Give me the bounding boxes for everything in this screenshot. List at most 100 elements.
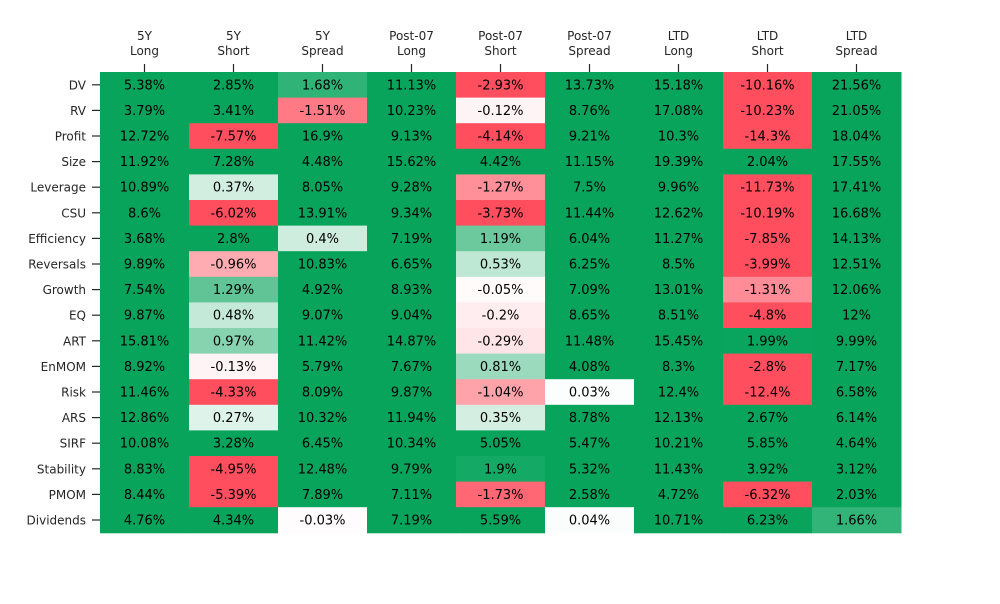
heatmap-cell [456, 251, 546, 278]
row-label: Leverage [30, 181, 86, 195]
heatmap-cell [723, 404, 813, 431]
cell-value-label: 10.89% [120, 181, 170, 196]
row-label: ARS [62, 411, 86, 425]
heatmap-cell [723, 430, 813, 457]
column-label: LTD [757, 29, 779, 43]
column-label: Spread [301, 44, 343, 58]
heatmap-cell [634, 353, 724, 380]
column-label: Long [664, 44, 693, 58]
heatmap-cell [545, 481, 635, 508]
cell-value-label: 10.21% [654, 437, 704, 452]
cell-value-label: 7.17% [836, 360, 877, 375]
cell-value-label: 9.04% [391, 309, 432, 324]
heatmap-cell [812, 276, 902, 303]
cell-value-label: 4.76% [124, 514, 165, 529]
heatmap-cell [812, 328, 902, 355]
cell-value-label: 5.59% [480, 514, 521, 529]
heatmap-cell [812, 302, 902, 329]
heatmap-cell [812, 97, 902, 124]
cell-value-label: 6.65% [391, 258, 432, 273]
row-label: Efficiency [28, 232, 86, 246]
heatmap-cell [812, 404, 902, 431]
heatmap-cell [545, 328, 635, 355]
cell-value-label: 2.04% [747, 155, 788, 170]
heatmap-cell [723, 251, 813, 278]
row-label: SIRF [60, 437, 86, 451]
cell-value-label: 3.92% [747, 462, 788, 477]
cell-value-label: 5.85% [747, 437, 788, 452]
cell-value-label: 3.41% [213, 104, 254, 119]
row-label: Growth [43, 283, 86, 297]
heatmap-cell [189, 328, 279, 355]
heatmap-cell [545, 276, 635, 303]
cell-value-label: 10.23% [387, 104, 437, 119]
cell-value-label: 8.78% [569, 411, 610, 426]
cell-value-label: 5.32% [569, 462, 610, 477]
column-label: Post-07 [389, 29, 434, 43]
heatmap-cell [100, 225, 190, 252]
heatmap-cell [100, 123, 190, 150]
heatmap-cell [278, 404, 368, 431]
heatmap-cell [545, 72, 635, 99]
heatmap-cell [545, 353, 635, 380]
column-label: Spread [568, 44, 610, 58]
cell-value-label: 3.68% [124, 232, 165, 247]
heatmap-cell [278, 251, 368, 278]
heatmap-cell [278, 148, 368, 175]
heatmap-cell [634, 328, 724, 355]
cell-value-label: 7.09% [569, 283, 610, 298]
cell-value-label: -1.27% [478, 181, 524, 196]
cell-value-label: 0.04% [569, 514, 610, 529]
heatmap-cell [545, 507, 635, 534]
heatmap-cell [812, 200, 902, 227]
heatmap-cell [545, 97, 635, 124]
cell-value-label: 0.4% [306, 232, 339, 247]
cell-value-label: 8.05% [302, 181, 343, 196]
cell-value-label: 7.89% [302, 488, 343, 503]
heatmap-cell [634, 404, 724, 431]
cell-value-label: 4.72% [658, 488, 699, 503]
heatmap-cell [812, 507, 902, 534]
heatmap-cell [545, 148, 635, 175]
heatmap-cell [812, 353, 902, 380]
cell-value-label: 10.34% [387, 437, 437, 452]
heatmap-cell [812, 174, 902, 201]
row-label: Profit [55, 130, 87, 144]
heatmap-cell [100, 302, 190, 329]
heatmap-cell [545, 456, 635, 483]
cell-value-label: 9.28% [391, 181, 432, 196]
row-label: Size [61, 155, 86, 169]
cell-value-label: -1.31% [745, 283, 791, 298]
row-label: CSU [61, 206, 86, 220]
heatmap-cell [812, 251, 902, 278]
cell-value-label: -3.73% [478, 206, 524, 221]
heatmap-cell [367, 225, 457, 252]
heatmap-cell [278, 430, 368, 457]
cell-value-label: 17.55% [832, 155, 882, 170]
heatmap-cell [278, 97, 368, 124]
heatmap-cell [367, 481, 457, 508]
cell-value-label: 15.18% [654, 78, 704, 93]
heatmap-cell [545, 123, 635, 150]
cell-value-label: 1.9% [484, 462, 517, 477]
cell-value-label: 21.56% [832, 78, 882, 93]
cell-value-label: 9.34% [391, 206, 432, 221]
heatmap-cell [812, 148, 902, 175]
cell-value-label: 0.81% [480, 360, 521, 375]
cell-value-label: 13.91% [298, 206, 348, 221]
heatmap-cell [812, 430, 902, 457]
cell-value-label: 2.8% [217, 232, 250, 247]
cell-value-label: 3.12% [836, 462, 877, 477]
cell-value-label: 11.92% [120, 155, 170, 170]
heatmap-cell [278, 72, 368, 99]
column-label: Short [217, 44, 249, 58]
cell-value-label: 5.38% [124, 78, 165, 93]
cell-value-label: 12.86% [120, 411, 170, 426]
cell-value-label: 0.48% [213, 309, 254, 324]
heatmap-cell [812, 72, 902, 99]
heatmap-cell [456, 123, 546, 150]
heatmap-cell [189, 97, 279, 124]
row-label: EQ [69, 309, 86, 323]
cell-value-label: -6.32% [745, 488, 791, 503]
